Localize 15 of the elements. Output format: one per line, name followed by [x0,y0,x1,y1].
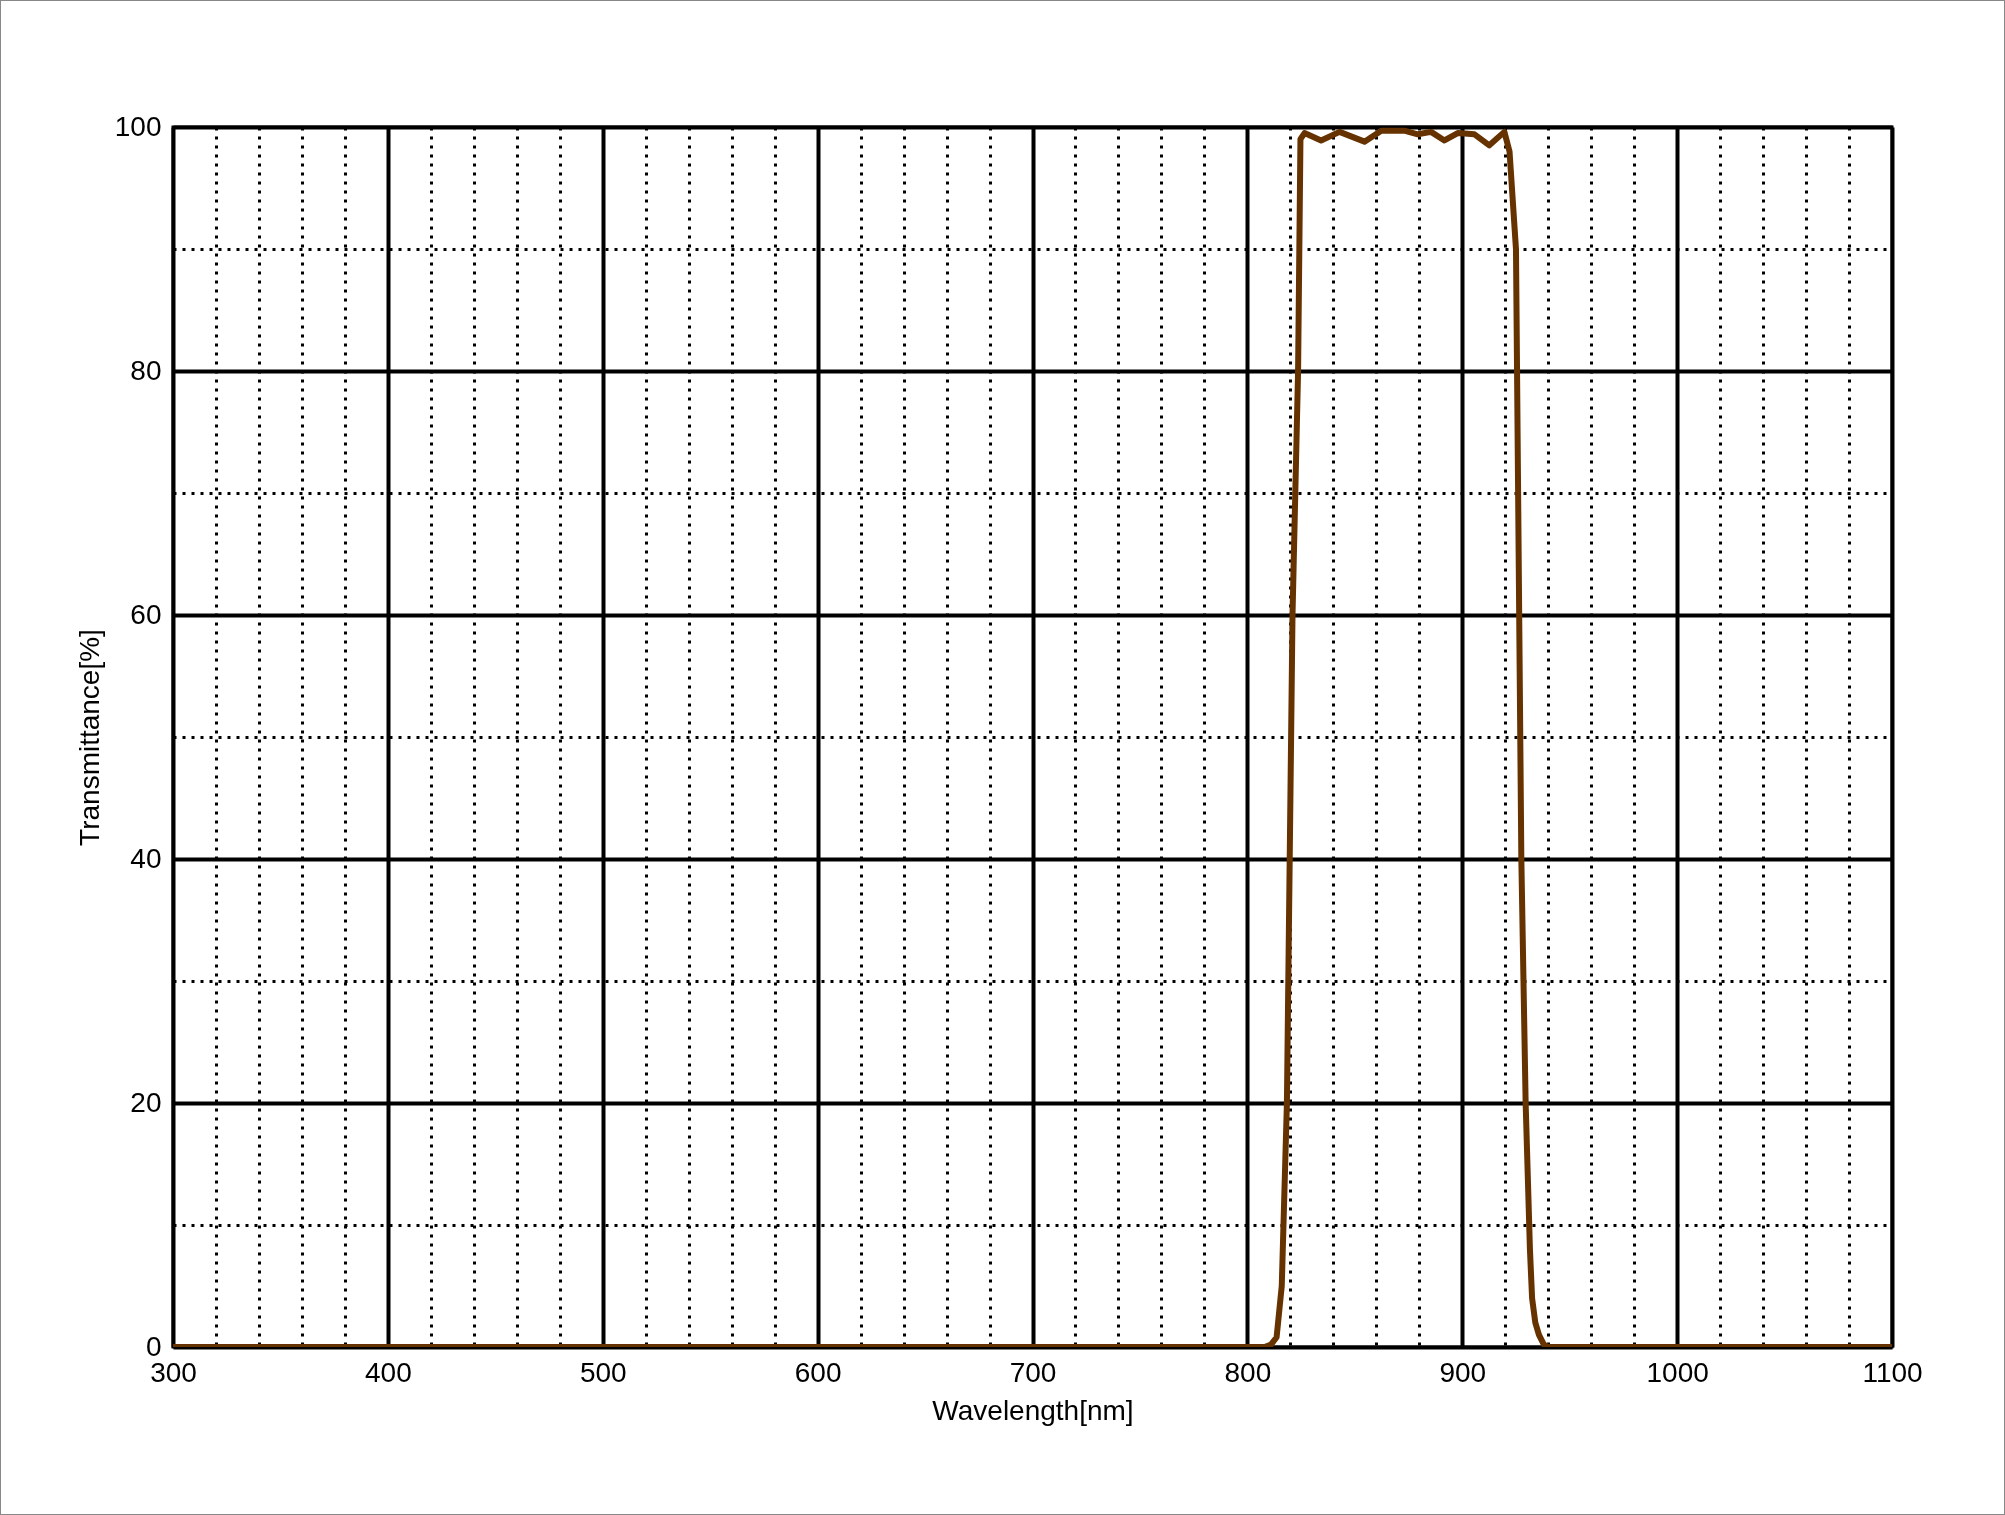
x-axis-title: Wavelength[nm] [932,1394,1134,1426]
y-axis-title: Transmittance[%] [73,629,105,846]
x-tick-label: 900 [1439,1356,1487,1388]
y-tick-label: 100 [114,110,162,142]
y-tick-label: 80 [130,354,162,386]
x-tick-label: 400 [365,1356,412,1388]
y-tick-label: 40 [130,842,162,874]
x-tick-label: 800 [1224,1356,1272,1388]
y-tick-label: 20 [130,1086,162,1118]
x-tick-label: 500 [579,1356,627,1388]
x-tick-label: 600 [794,1356,842,1388]
y-tick-label: 60 [130,598,162,630]
x-tick-label: 1000 [1646,1356,1709,1388]
x-tick-label: 1100 [1862,1356,1923,1388]
x-tick-label: 700 [1009,1356,1057,1388]
